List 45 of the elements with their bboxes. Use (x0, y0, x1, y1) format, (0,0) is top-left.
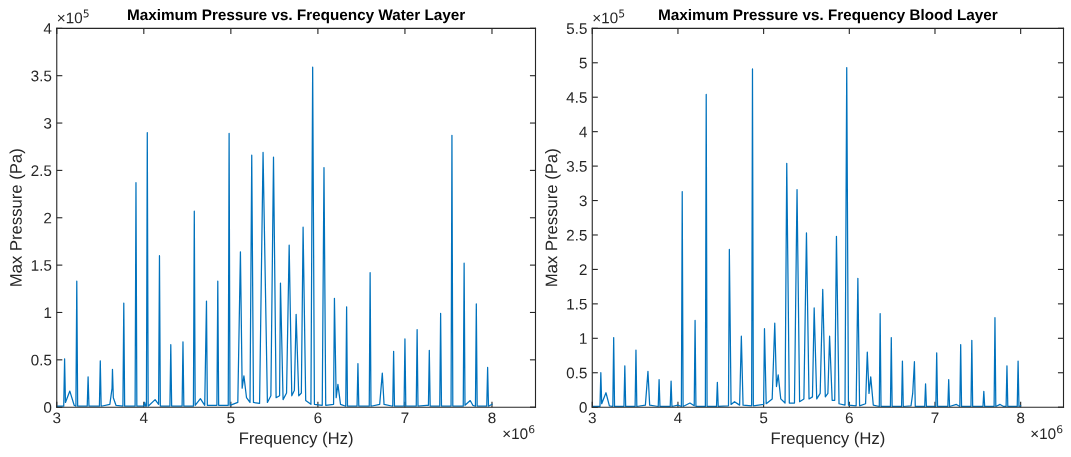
y-tick-label: 1 (44, 307, 52, 319)
y-tick-label: 4.5 (566, 92, 587, 103)
x-tick-label: 6 (314, 412, 322, 424)
x-axis-title: Frequency (Hz) (240, 431, 353, 448)
y-tick-label: 3.5 (31, 70, 52, 82)
x-tick-label: 7 (401, 412, 409, 424)
y-tick-label: 2.5 (566, 229, 587, 241)
x-tick-label: 5 (227, 412, 235, 424)
y-tick-label: 2.5 (31, 165, 52, 177)
x-tick-label: 7 (931, 412, 939, 424)
x-tick-label: 3 (588, 412, 596, 424)
y-tick-label: 4 (579, 126, 587, 138)
y-tick-label: 2 (579, 264, 587, 275)
x-tick-label: 5 (759, 412, 768, 424)
line-series (592, 66, 1022, 408)
y-tick-label: 1.5 (567, 298, 587, 310)
chart-title: Maximum Pressure vs. Frequency Water Layer (128, 8, 466, 24)
y-tick-label: 0.5 (31, 354, 52, 366)
text: ×10$^{5}$ (593, 9, 625, 24)
x-tick-label: 3 (53, 412, 61, 424)
y-axis-title: Max Pressure (Pa) (545, 149, 561, 286)
x-tick-label: 8 (488, 412, 496, 424)
y-tick-label: 1 (580, 333, 587, 344)
y-tick-label: 0 (44, 402, 52, 413)
y-tick-label: 3 (579, 195, 587, 207)
x-tick-label: 4 (674, 412, 682, 424)
x-axis-title: Frequency (Hz) (771, 431, 885, 448)
y-tick-label: 3.5 (566, 160, 587, 172)
line-series (56, 66, 493, 407)
text: ×10$^{6}$ (1031, 425, 1063, 440)
x-tick-label: 4 (139, 412, 148, 424)
y-tick-label: 0.5 (566, 367, 587, 379)
y-tick-label: 5 (579, 57, 587, 69)
text: ×10$^{5}$ (57, 9, 89, 24)
y-tick-label: 1.5 (31, 260, 52, 271)
y-tick-label: 0 (579, 402, 587, 413)
chart-title: Maximum Pressure vs. Frequency Blood Layer (659, 8, 998, 24)
x-tick-label: 8 (1017, 412, 1025, 424)
y-tick-label: 5.5 (566, 23, 587, 35)
y-tick-label: 4 (43, 23, 52, 34)
y-axis-title: Max Pressure (Pa) (9, 149, 26, 286)
x-tick-label: 6 (845, 412, 853, 424)
y-tick-label: 3 (43, 117, 52, 129)
y-tick-label: 2 (44, 212, 52, 224)
text: ×10$^{6}$ (503, 425, 535, 440)
